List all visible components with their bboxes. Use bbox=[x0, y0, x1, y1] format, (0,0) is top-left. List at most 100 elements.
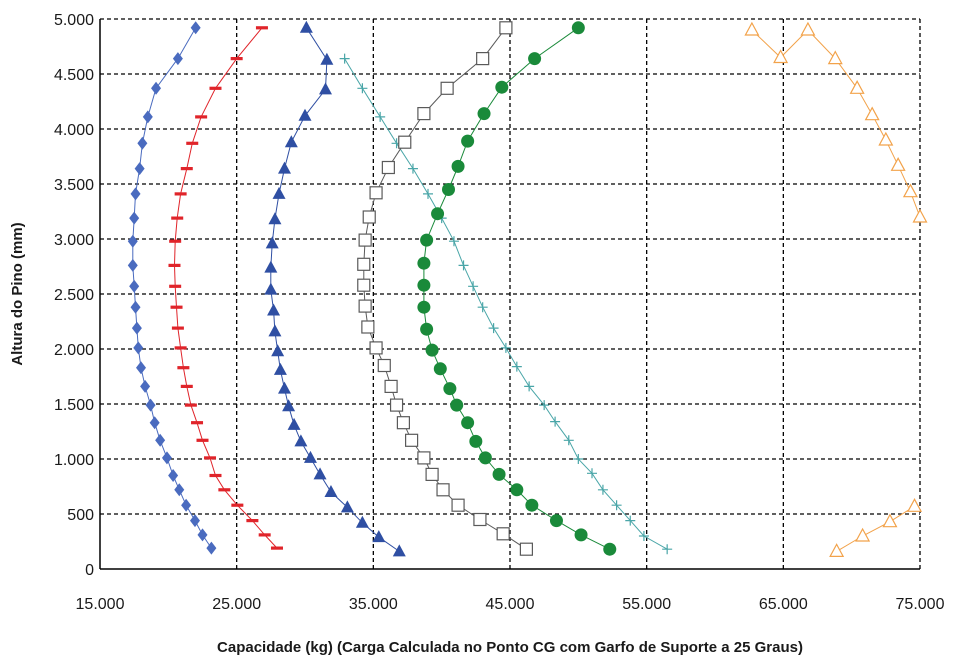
data-point bbox=[174, 483, 185, 497]
data-point bbox=[362, 210, 376, 224]
grid bbox=[99, 18, 921, 570]
data-point bbox=[161, 451, 172, 465]
y-tick-label: 2.500 bbox=[54, 287, 94, 304]
data-point bbox=[145, 398, 156, 412]
series-line bbox=[751, 29, 921, 218]
data-point bbox=[151, 81, 162, 95]
data-point bbox=[129, 279, 140, 293]
data-point bbox=[381, 160, 395, 175]
data-point bbox=[361, 320, 375, 334]
series-4 bbox=[357, 21, 534, 556]
series-layer bbox=[127, 20, 928, 558]
x-tick-label: 65.000 bbox=[759, 596, 808, 613]
data-point bbox=[155, 433, 166, 447]
data-point bbox=[398, 135, 412, 149]
data-point bbox=[912, 208, 928, 223]
series-line bbox=[836, 505, 915, 552]
data-point bbox=[477, 107, 491, 121]
data-point bbox=[319, 82, 332, 95]
data-point bbox=[174, 346, 187, 350]
y-tick-label: 4.500 bbox=[54, 67, 94, 84]
data-point bbox=[264, 282, 278, 295]
data-point bbox=[278, 381, 291, 394]
data-point bbox=[137, 136, 148, 150]
data-point bbox=[258, 533, 271, 537]
data-point bbox=[218, 488, 231, 492]
data-point bbox=[407, 163, 418, 174]
data-point bbox=[476, 51, 490, 66]
data-point bbox=[597, 484, 608, 495]
data-point bbox=[461, 134, 475, 148]
x-tick-label: 15.000 bbox=[76, 596, 125, 613]
series-0 bbox=[127, 21, 217, 555]
data-point bbox=[357, 83, 368, 94]
data-point bbox=[392, 544, 406, 557]
data-point bbox=[130, 300, 141, 314]
data-point bbox=[525, 498, 539, 512]
data-point bbox=[340, 500, 354, 513]
data-point bbox=[267, 303, 281, 316]
data-point bbox=[181, 498, 192, 512]
data-point bbox=[563, 435, 574, 446]
x-axis-title: Capacidade (kg) (Carga Calculada no Pont… bbox=[217, 639, 803, 656]
data-point bbox=[180, 167, 193, 171]
data-point bbox=[405, 433, 419, 447]
data-point bbox=[268, 212, 282, 225]
data-point bbox=[510, 483, 524, 497]
data-point bbox=[436, 483, 450, 497]
data-point bbox=[130, 187, 141, 201]
data-point bbox=[571, 21, 585, 35]
data-point bbox=[246, 519, 259, 523]
data-point bbox=[539, 400, 550, 411]
data-point bbox=[190, 21, 201, 35]
y-tick-label: 5.000 bbox=[54, 12, 94, 29]
y-tick-label: 2.000 bbox=[54, 342, 94, 359]
y-tick-label: 4.000 bbox=[54, 122, 94, 139]
data-point bbox=[389, 398, 404, 412]
data-point bbox=[129, 211, 140, 225]
data-point bbox=[255, 26, 268, 30]
data-point bbox=[443, 382, 457, 396]
data-point bbox=[339, 53, 350, 64]
y-tick-label: 1.500 bbox=[54, 397, 94, 414]
y-tick-label: 1.000 bbox=[54, 452, 94, 469]
data-point bbox=[662, 544, 673, 555]
data-point bbox=[358, 299, 372, 313]
data-point bbox=[902, 183, 918, 198]
data-point bbox=[131, 321, 142, 335]
data-point bbox=[375, 111, 386, 122]
data-point bbox=[264, 260, 278, 273]
series-5 bbox=[417, 21, 617, 556]
y-tick-labels: 0 500 1.000 1.500 2.000 2.500 3.000 3.500 4.000 4… bbox=[54, 12, 94, 579]
data-point bbox=[499, 21, 513, 35]
x-tick-labels: 15.000 25.000 35.000 45.000 55.000 65.000 75.0… bbox=[76, 596, 945, 613]
data-point bbox=[170, 305, 183, 309]
data-point bbox=[417, 256, 431, 270]
data-point bbox=[127, 234, 138, 248]
data-point bbox=[744, 21, 760, 36]
y-tick-label: 3.500 bbox=[54, 177, 94, 194]
data-point bbox=[469, 434, 483, 448]
data-point bbox=[177, 366, 190, 370]
data-point bbox=[550, 416, 561, 427]
data-point bbox=[282, 399, 296, 412]
series-1 bbox=[168, 26, 283, 550]
data-point bbox=[358, 233, 372, 247]
data-point bbox=[230, 57, 243, 61]
data-point bbox=[168, 263, 181, 267]
data-point bbox=[136, 361, 146, 375]
data-point bbox=[268, 324, 282, 337]
data-point bbox=[197, 528, 208, 542]
data-point bbox=[450, 398, 464, 412]
data-point bbox=[265, 236, 279, 249]
data-point bbox=[417, 278, 431, 292]
data-point bbox=[357, 257, 371, 271]
data-point bbox=[511, 361, 522, 372]
data-point bbox=[270, 546, 283, 550]
data-point bbox=[603, 542, 617, 556]
data-point bbox=[303, 450, 317, 463]
data-point bbox=[204, 456, 217, 460]
data-point bbox=[458, 260, 469, 271]
data-point bbox=[500, 342, 511, 353]
